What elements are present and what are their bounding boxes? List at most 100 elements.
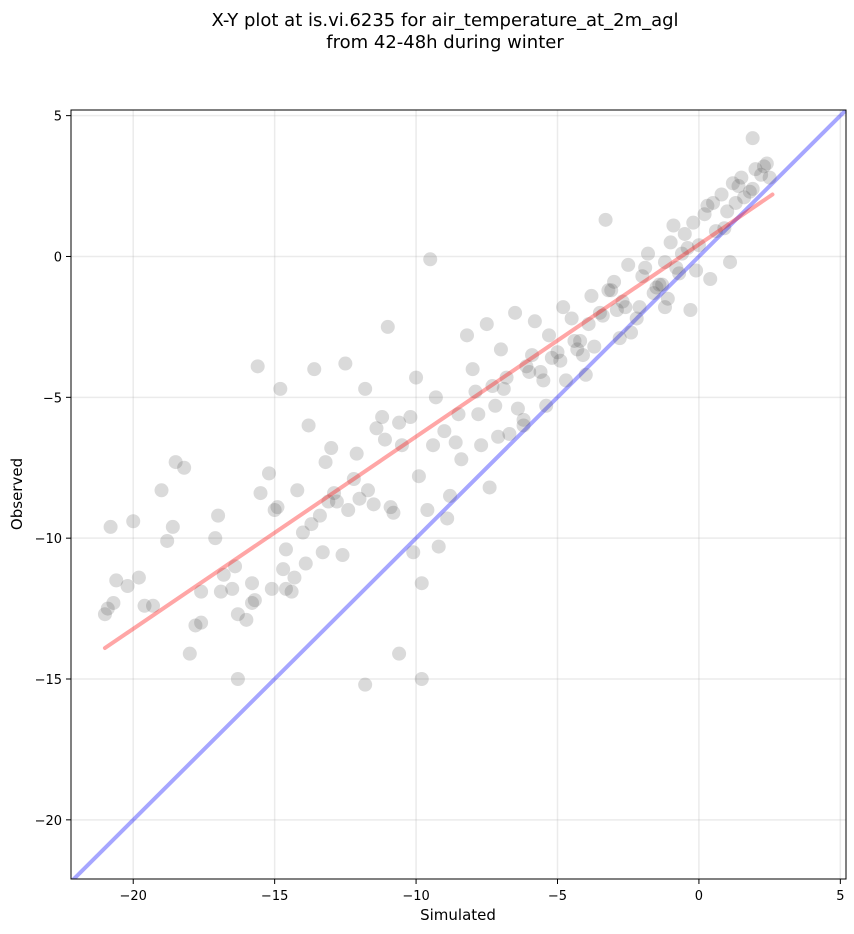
data-point	[544, 350, 559, 365]
data-point	[519, 359, 534, 374]
data-point	[239, 612, 254, 627]
data-point	[756, 159, 771, 174]
data-point	[208, 531, 223, 546]
data-point	[109, 573, 124, 588]
data-point	[454, 452, 469, 467]
data-point	[315, 545, 330, 560]
data-point	[578, 367, 593, 382]
y-axis-label: Observed	[8, 458, 26, 530]
data-point	[621, 257, 636, 272]
data-point	[307, 362, 322, 377]
data-point	[423, 252, 438, 267]
data-point	[261, 466, 276, 481]
data-point	[459, 328, 474, 343]
data-point	[380, 319, 395, 334]
data-point	[225, 581, 240, 596]
data-point	[674, 246, 689, 261]
data-point	[392, 415, 407, 430]
data-point	[360, 483, 375, 498]
data-point	[731, 179, 746, 194]
data-point	[451, 407, 466, 422]
data-point	[516, 418, 531, 433]
data-point	[213, 584, 228, 599]
data-point	[533, 364, 548, 379]
data-point	[100, 601, 115, 616]
data-point	[131, 570, 146, 585]
data-point	[663, 235, 678, 250]
data-point	[253, 486, 268, 501]
y-tick-label: −15	[35, 673, 62, 688]
data-point	[146, 598, 161, 613]
data-point	[754, 167, 769, 182]
data-point	[689, 263, 704, 278]
data-point	[377, 432, 392, 447]
data-point	[564, 311, 579, 326]
data-point	[414, 672, 429, 687]
data-point	[584, 288, 599, 303]
data-point	[604, 283, 619, 298]
data-point	[276, 562, 291, 577]
data-point	[672, 266, 687, 281]
data-point	[573, 333, 588, 348]
data-point	[428, 390, 443, 405]
data-point	[403, 410, 418, 425]
data-point	[338, 356, 353, 371]
data-point	[697, 207, 712, 222]
x-tick-label: −20	[120, 889, 147, 904]
x-tick-label: 0	[695, 889, 703, 904]
data-point	[420, 502, 435, 517]
data-point	[126, 514, 141, 529]
data-point	[440, 511, 455, 526]
data-point	[485, 379, 500, 394]
data-point	[392, 646, 407, 661]
data-point	[570, 342, 585, 357]
data-point	[335, 548, 350, 563]
data-point	[553, 353, 568, 368]
data-point	[471, 407, 486, 422]
reference-line-1to1	[71, 110, 846, 879]
data-point	[465, 362, 480, 377]
data-point	[720, 204, 735, 219]
data-point	[745, 181, 760, 196]
data-point	[499, 370, 514, 385]
x-tick-label: 5	[836, 889, 844, 904]
data-point	[329, 494, 344, 509]
data-point	[641, 246, 656, 261]
data-point	[748, 162, 763, 177]
data-point	[609, 302, 624, 317]
data-point	[683, 302, 698, 317]
data-point	[211, 508, 226, 523]
data-point	[592, 305, 607, 320]
data-point	[734, 170, 749, 185]
data-point	[278, 581, 293, 596]
data-point	[550, 345, 565, 360]
data-point	[703, 272, 718, 287]
data-point	[714, 187, 729, 202]
data-point	[160, 533, 175, 548]
data-point	[270, 500, 285, 515]
data-point	[245, 576, 260, 591]
data-point	[383, 500, 398, 515]
data-point	[468, 384, 483, 399]
data-point	[327, 486, 342, 501]
data-point	[516, 412, 531, 427]
data-point	[295, 525, 310, 540]
data-point	[742, 184, 757, 199]
data-point	[677, 226, 692, 241]
x-axis-label: Simulated	[420, 906, 496, 924]
data-point	[581, 317, 596, 332]
grid	[71, 110, 846, 879]
chart-title-line2: from 42-48h during winter	[326, 32, 564, 53]
data-point	[558, 373, 573, 388]
data-point	[700, 198, 715, 213]
data-point	[358, 381, 373, 396]
data-point	[536, 373, 551, 388]
data-point	[394, 438, 409, 453]
data-point	[615, 294, 630, 309]
data-point	[426, 438, 441, 453]
data-point	[482, 480, 497, 495]
data-point	[267, 502, 282, 517]
data-point	[708, 224, 723, 239]
data-point	[493, 342, 508, 357]
chart-title-line1: X-Y plot at is.vi.6235 for air_temperatu…	[211, 10, 678, 31]
